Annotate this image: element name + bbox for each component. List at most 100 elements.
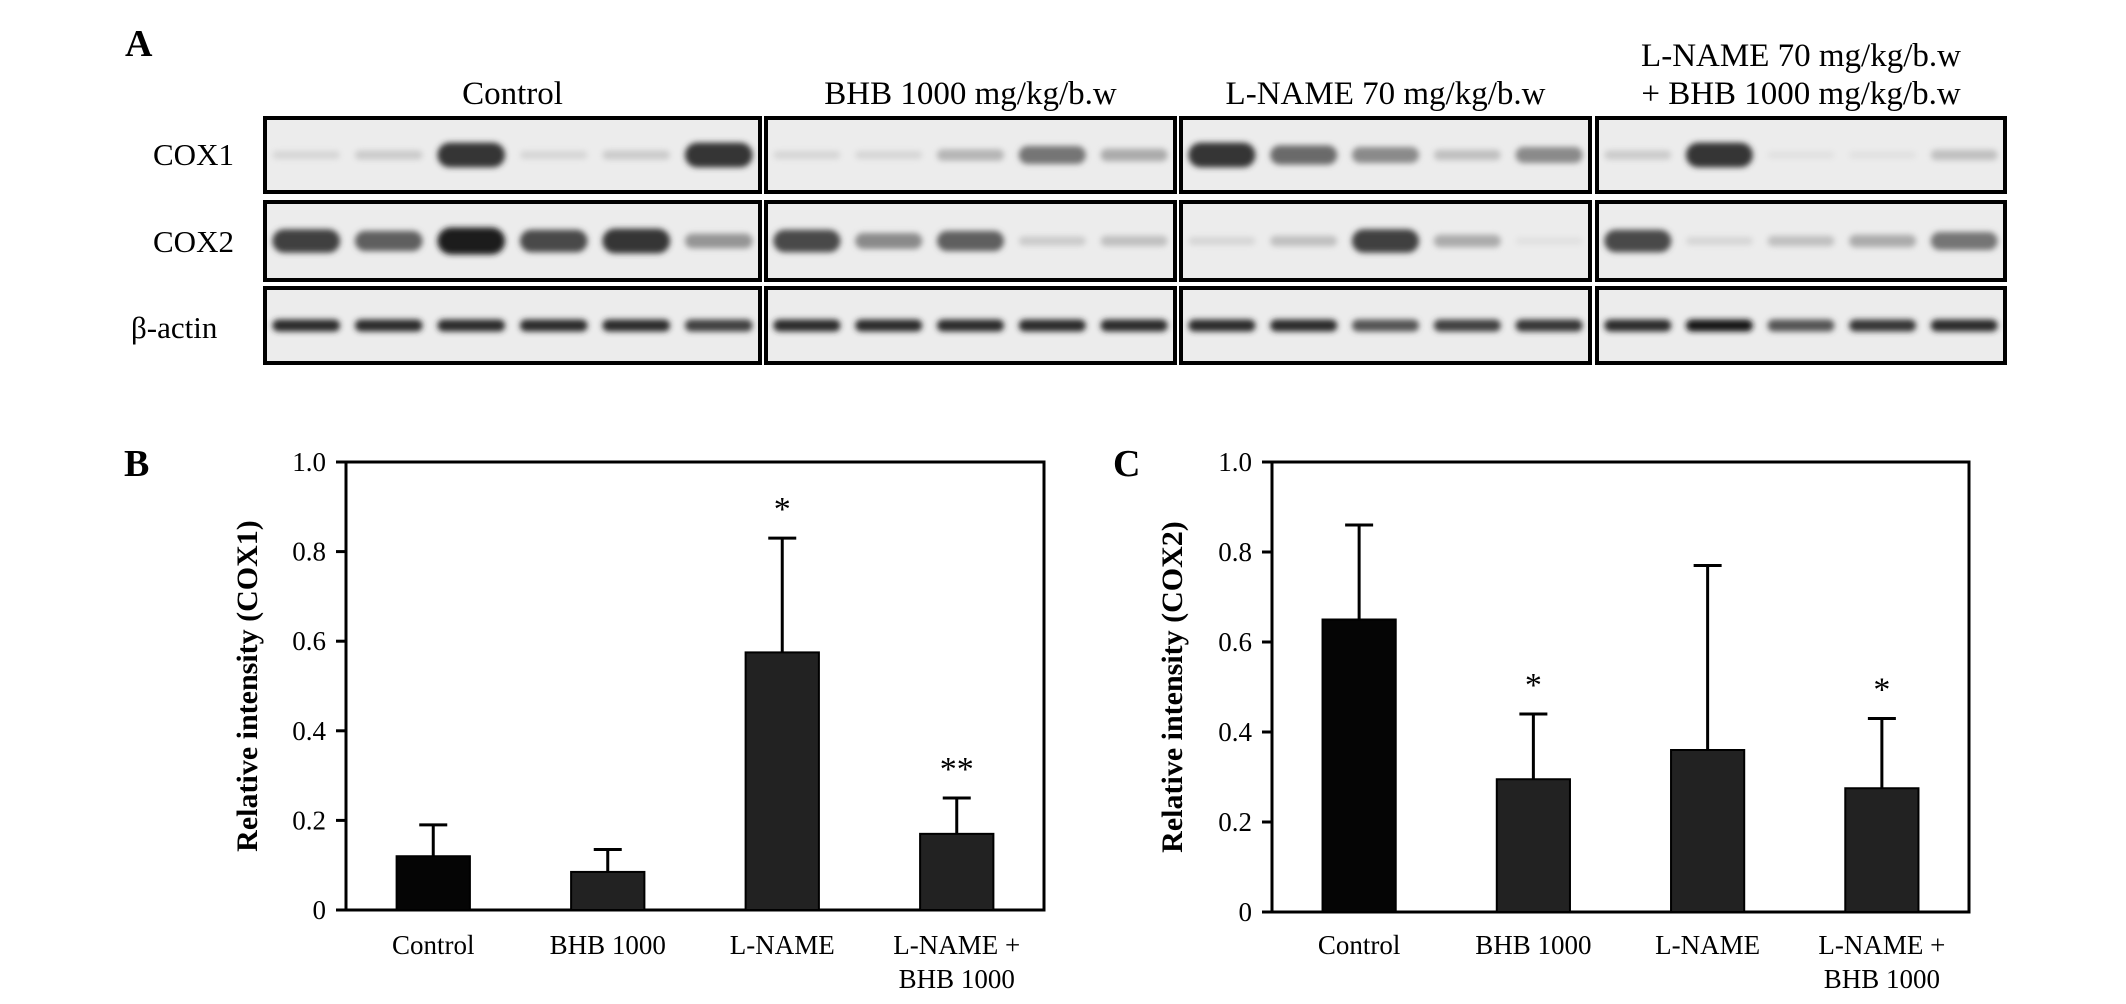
blot-frame (263, 200, 762, 282)
blot-row-label: COX1 (153, 137, 234, 172)
blot-band (602, 228, 671, 254)
bar (1495, 778, 1571, 913)
blot-band (1767, 151, 1835, 159)
significance-marker: * (774, 491, 791, 528)
blot-row-label: β-actin (131, 310, 218, 345)
plot-frame (344, 460, 1046, 912)
blot-band (1767, 319, 1835, 332)
blot-group-label: BHB 1000 mg/kg/b.w (824, 76, 1117, 112)
y-tick-label: 0 (1239, 897, 1253, 927)
blot-band (354, 150, 423, 160)
blot-band (602, 319, 671, 332)
x-category-label: BHB 1000 (1475, 930, 1591, 960)
blot-band (272, 319, 341, 332)
blot-band (1930, 149, 1998, 161)
bar (1321, 618, 1397, 913)
x-category-label: Control (1318, 930, 1401, 960)
bar (1844, 787, 1920, 913)
x-category-label: BHB 1000 (899, 964, 1015, 994)
panel-label-b: B (124, 443, 149, 485)
blot-band (855, 233, 923, 249)
blot-band (1604, 229, 1672, 253)
blot-band (1849, 319, 1917, 332)
y-tick-label: 0.2 (1218, 807, 1252, 837)
blot-band (437, 142, 506, 168)
significance-marker: * (1873, 672, 1890, 709)
blot-group-label: L-NAME 70 mg/kg/b.w (1226, 76, 1546, 112)
blot-band (437, 319, 506, 332)
blot-band (519, 319, 588, 332)
blot-band (272, 229, 341, 253)
bar (744, 651, 820, 912)
y-tick-label: 0.6 (1218, 627, 1252, 657)
panel-label-c: C (1113, 443, 1140, 485)
blot-band (1849, 151, 1917, 159)
blot-band (936, 319, 1005, 332)
bar (570, 870, 646, 911)
blot-band (1433, 149, 1501, 161)
x-category-label: L-NAME (730, 930, 835, 960)
x-category-label: Control (392, 930, 475, 960)
blot-band (1515, 319, 1583, 332)
x-category-label: L-NAME + (1818, 930, 1945, 960)
y-tick-label: 0.8 (1218, 537, 1252, 567)
blot-group-label: Control (462, 76, 563, 112)
blot-band (1351, 229, 1420, 253)
blot-band (1100, 235, 1168, 247)
blot-band (1351, 147, 1420, 163)
blot-band (519, 229, 588, 253)
blot-band (855, 150, 923, 160)
blot-band (1188, 236, 1256, 246)
blot-band (354, 230, 423, 252)
blot-band (1188, 142, 1256, 168)
blot-band (936, 149, 1005, 161)
blot-band (1849, 234, 1917, 248)
blot-band (1930, 319, 1998, 332)
x-category-label: BHB 1000 (1824, 964, 1940, 994)
y-tick-label: 0 (313, 895, 327, 925)
bar (919, 832, 995, 912)
y-tick-label: 0.8 (292, 537, 326, 567)
blot-row-label: COX2 (153, 224, 234, 259)
blot-band (1100, 148, 1168, 162)
blot-band (1270, 145, 1338, 165)
y-axis-title: Relative intensity (COX2) (1156, 521, 1189, 853)
y-axis-title: Relative intensity (COX1) (231, 520, 264, 852)
blot-band (1930, 231, 1998, 251)
blot-band (1767, 235, 1835, 247)
blot-band (1515, 237, 1583, 245)
y-tick-label: 1.0 (292, 447, 326, 477)
y-tick-label: 1.0 (1218, 447, 1252, 477)
blot-band (1685, 319, 1753, 332)
significance-marker: ** (940, 751, 974, 788)
bar-chart-b: B 0 0.2 0.4 0.6 0.8 1.0 Relative intensity (COX… (124, 443, 1046, 994)
western-blot-panel: A Control BHB 1000 mg/kg/b.w L-NAME 70 mg/k… (125, 23, 2007, 365)
y-tick-label: 0.2 (292, 805, 326, 835)
blot-band (519, 150, 588, 160)
blot-band (354, 319, 423, 332)
blot-band (855, 319, 923, 332)
blot-frame (263, 116, 762, 194)
x-category-label: L-NAME (1655, 930, 1760, 960)
bar (395, 855, 471, 911)
blot-band (1100, 319, 1168, 332)
blot-band (1351, 319, 1420, 332)
blot-band (773, 319, 841, 332)
blot-group-label: L-NAME 70 mg/kg/b.w (1641, 38, 1961, 74)
blot-band (1270, 235, 1338, 247)
blot-band (1433, 234, 1501, 248)
x-category-label: BHB 1000 (550, 930, 666, 960)
blot-band (684, 233, 753, 249)
blot-band (1018, 319, 1086, 332)
blot-band (1018, 236, 1086, 246)
plot-frame (1270, 460, 1971, 914)
blot-band (1685, 142, 1753, 168)
blot-band (1018, 145, 1086, 165)
blot-band (773, 150, 841, 160)
bar-charts: B 0 0.2 0.4 0.6 0.8 1.0 Relative intensity (COX… (124, 443, 1971, 994)
blot-band (1515, 147, 1583, 163)
blot-band (684, 319, 753, 332)
blot-band (1604, 150, 1672, 160)
panel-label-a: A (125, 23, 153, 65)
